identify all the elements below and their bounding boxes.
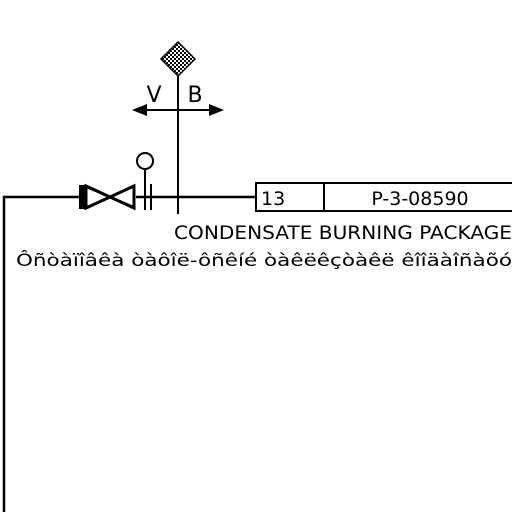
destination-title: CONDENSATE BURNING PACKAGE <box>174 222 512 244</box>
vent-diamond-icon <box>159 40 197 78</box>
flow-direction-arrows <box>132 104 224 116</box>
instrument-bubble-icon <box>136 152 154 210</box>
line-tag: P-3-08590 <box>371 188 468 210</box>
arrow-left-icon <box>132 104 147 116</box>
gate-valve-icon <box>79 183 136 211</box>
line-number: 13 <box>261 188 285 210</box>
arrow-label-right: B <box>187 83 202 108</box>
arrow-label-left: V <box>146 83 161 108</box>
destination-subtitle: Ôñòàïîâêà òàôîë-ôñêíé òàêëêçòàêë êîîäàîñ… <box>16 249 512 271</box>
process-line-main <box>2 195 80 512</box>
arrow-right-icon <box>209 104 224 116</box>
line-number-box <box>255 182 512 212</box>
